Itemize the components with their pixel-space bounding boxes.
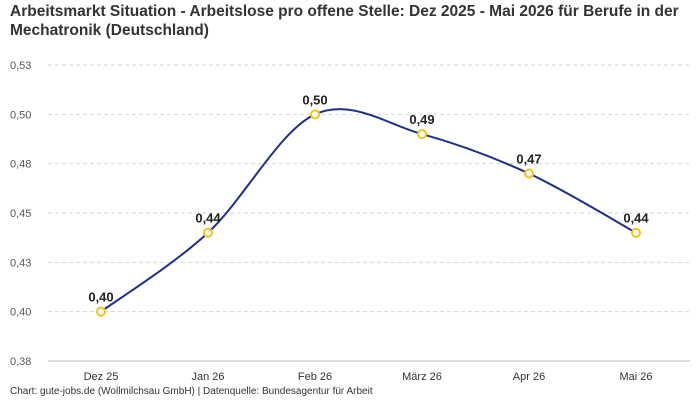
data-point	[631, 227, 641, 238]
y-tick-label: 0,38	[10, 356, 31, 368]
y-tick-label: 0,53	[10, 60, 31, 72]
y-tick-label: 0,45	[10, 208, 31, 220]
data-label: 0,44	[195, 211, 221, 226]
data-point	[96, 306, 106, 317]
x-tick-label: Apr 26	[513, 371, 545, 383]
chart-title: Arbeitsmarkt Situation - Arbeitslose pro…	[10, 3, 679, 39]
data-label: 0,44	[623, 211, 649, 226]
grid-lines	[48, 64, 690, 362]
data-label: 0,47	[516, 152, 541, 167]
x-tick-label: März 26	[402, 371, 442, 383]
data-label: 0,40	[88, 290, 113, 305]
data-point	[524, 168, 534, 179]
x-axis: Dez 25 Jan 26 Feb 26 März 26 Apr 26 Mai 26	[84, 371, 653, 383]
data-markers	[96, 109, 641, 317]
y-axis: 0,38 0,40 0,43 0,45 0,48 0,50 0,53	[10, 60, 31, 368]
data-labels: 0,40 0,44 0,50 0,49 0,47 0,44	[88, 92, 649, 304]
y-tick-label: 0,40	[10, 307, 31, 319]
y-tick-label: 0,48	[10, 159, 31, 171]
data-point	[310, 109, 320, 120]
data-label: 0,50	[302, 92, 327, 107]
data-label: 0,49	[409, 112, 434, 127]
y-tick-label: 0,50	[10, 109, 31, 121]
y-tick-label: 0,43	[10, 257, 31, 269]
x-tick-label: Mai 26	[619, 371, 652, 383]
x-tick-label: Dez 25	[84, 371, 119, 383]
series-line	[100, 108, 637, 313]
x-tick-label: Feb 26	[298, 371, 332, 383]
chart-source-note: Chart: gute-jobs.de (Wollmilchsau GmbH) …	[10, 386, 373, 397]
data-point	[417, 129, 427, 140]
data-point	[203, 227, 213, 238]
x-tick-label: Jan 26	[191, 371, 224, 383]
